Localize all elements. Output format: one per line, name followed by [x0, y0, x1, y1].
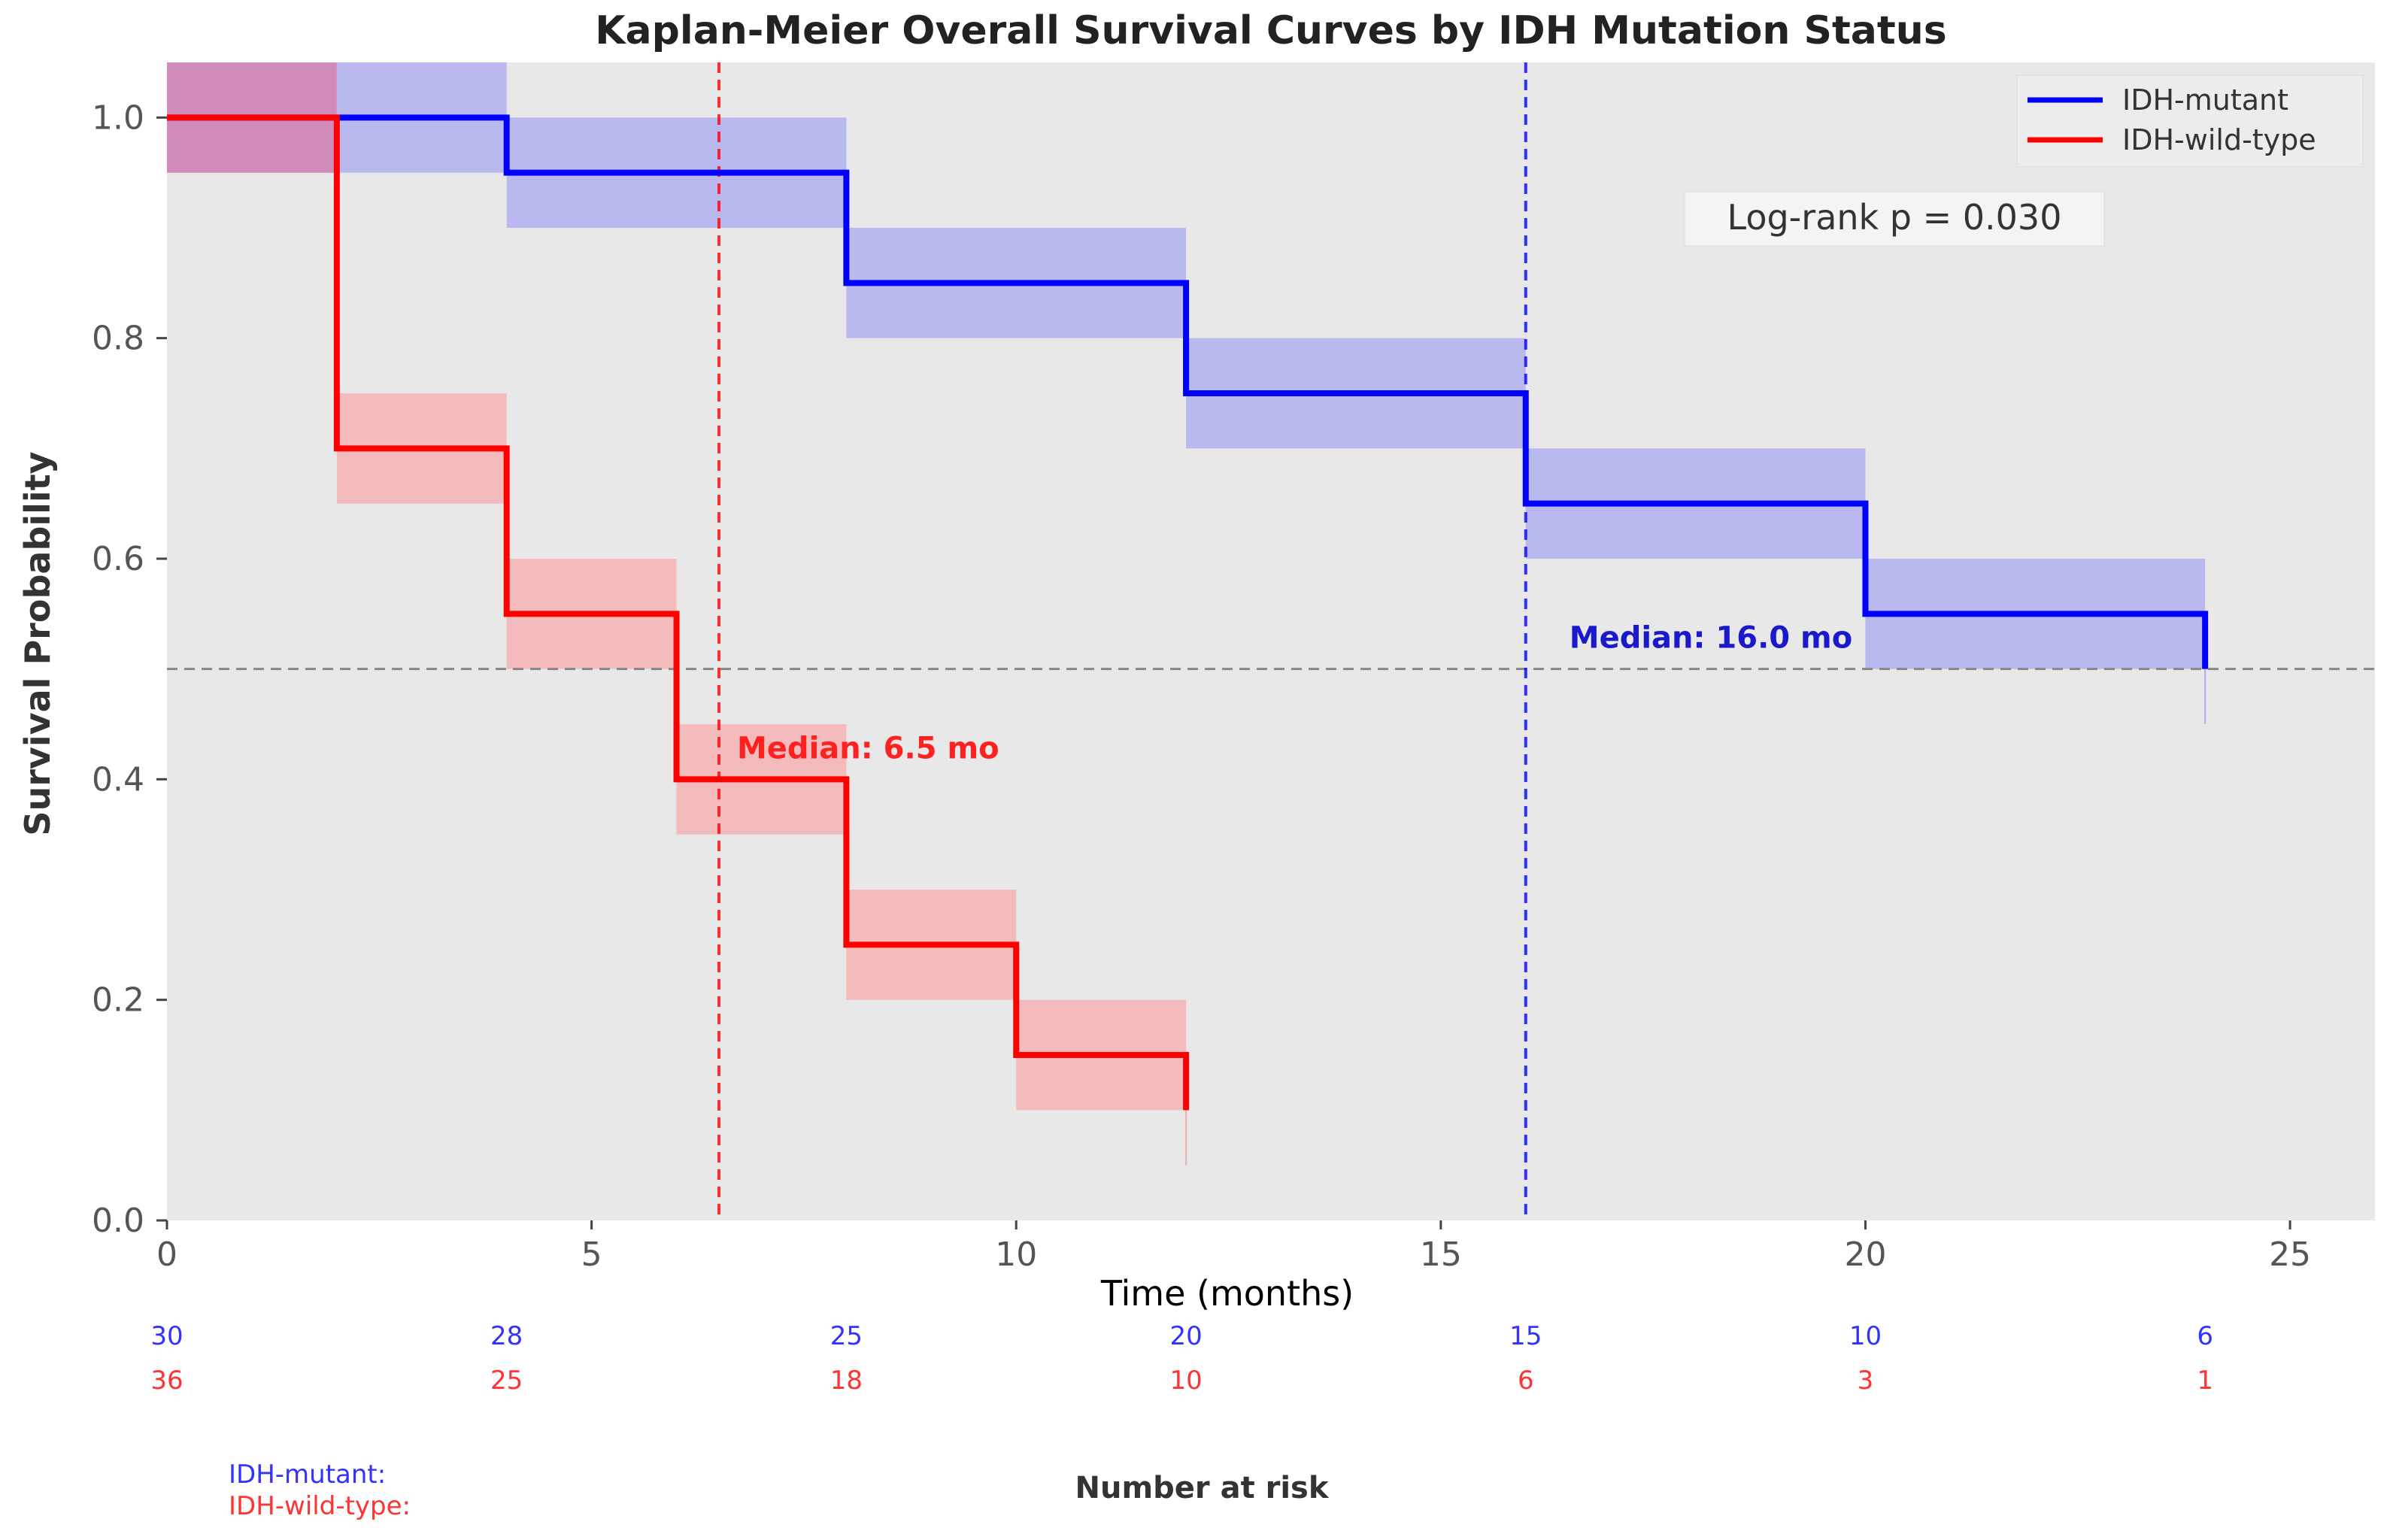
survival-curve-idh-wild-type: [167, 114, 1190, 1111]
y-tick-label: 0.4: [92, 760, 144, 799]
legend-label-idh-mutant: IDH-mutant: [2122, 83, 2288, 117]
risk-count-idh-mutant: 15: [1509, 1321, 1542, 1351]
risk-count-idh-mutant: 30: [150, 1321, 183, 1351]
legend-box: [2016, 74, 2364, 168]
risk-count-idh-wild-type: 25: [490, 1366, 523, 1396]
risk-table-title: Number at risk: [1075, 1471, 1330, 1505]
x-tick-label: 5: [581, 1235, 602, 1274]
risk-count-idh-mutant: 20: [1169, 1321, 1202, 1351]
survival-curve-idh-mutant: [167, 114, 2209, 669]
y-tick-label: 0.8: [92, 320, 144, 358]
chart-title: Kaplan-Meier Overall Survival Curves by …: [595, 8, 1946, 53]
risk-count-idh-mutant: 25: [830, 1321, 863, 1351]
log-rank-annotation: Log-rank p = 0.030: [1684, 191, 2105, 247]
risk-count-idh-mutant: 10: [1849, 1321, 1882, 1351]
annotation-text: Log-rank p = 0.030: [1727, 197, 2062, 238]
risk-count-idh-wild-type: 3: [1858, 1366, 1874, 1396]
axis-ticks: 0 5 10 15 20 25 0.0 0.2 0.4 0.6 0.8 1.0: [92, 99, 2311, 1274]
x-tick-label: 25: [2269, 1235, 2311, 1274]
risk-count-idh-wild-type: 10: [1169, 1366, 1202, 1396]
y-tick-label: 1.0: [92, 99, 144, 137]
x-tick-label: 10: [995, 1235, 1037, 1274]
y-tick-label: 0.2: [92, 981, 144, 1020]
risk-row-label-idh-wild-type: IDH-wild-type:: [229, 1491, 411, 1521]
x-axis-label: Time (months): [1100, 1273, 1354, 1314]
risk-row-label-idh-mutant: IDH-mutant:: [229, 1460, 386, 1490]
risk-count-idh-wild-type: 36: [150, 1366, 183, 1396]
risk-count-idh-wild-type: 1: [2197, 1366, 2213, 1396]
legend-label-idh-wild-type: IDH-wild-type: [2122, 123, 2316, 156]
median-label-idh-wild-type: Median: 6.5 mo: [737, 731, 999, 765]
y-tick-label: 0.6: [92, 540, 144, 578]
legend: IDH-mutant IDH-wild-type: [2016, 74, 2364, 168]
x-tick-label: 0: [156, 1235, 177, 1274]
risk-count-idh-wild-type: 6: [1518, 1366, 1534, 1396]
risk-table: 30 28 25 20 15 10 6 36 25 18 10 6 3 1: [150, 1321, 2213, 1396]
x-tick-label: 15: [1420, 1235, 1462, 1274]
x-tick-label: 20: [1844, 1235, 1886, 1274]
risk-count-idh-wild-type: 18: [830, 1366, 863, 1396]
reference-lines: [167, 62, 2375, 1220]
y-tick-label: 0.0: [92, 1202, 144, 1240]
y-axis-label: Survival Probability: [17, 451, 58, 835]
risk-count-idh-mutant: 28: [490, 1321, 523, 1351]
risk-count-idh-mutant: 6: [2197, 1321, 2213, 1351]
survival-curves: [167, 114, 2209, 1166]
annotation-box: [1684, 191, 2105, 247]
median-label-idh-mutant: Median: 16.0 mo: [1570, 621, 1852, 656]
